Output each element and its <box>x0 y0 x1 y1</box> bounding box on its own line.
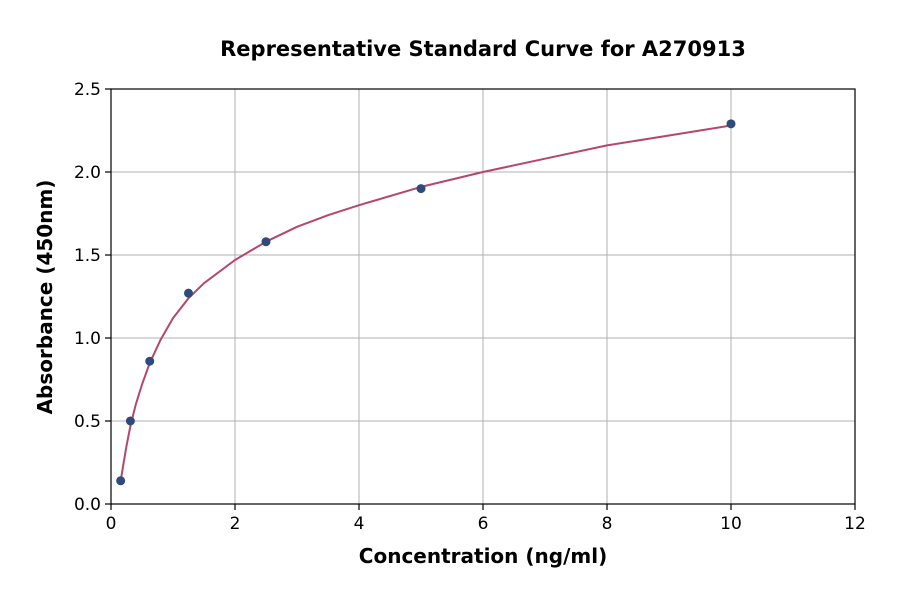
y-axis-ticks: 0.0 0.5 1.0 1.5 2.0 2.5 <box>74 80 111 515</box>
x-tick-label: 8 <box>602 514 613 534</box>
y-tick-label: 1.5 <box>74 246 101 266</box>
x-tick-label: 2 <box>230 514 241 534</box>
data-point <box>726 119 736 129</box>
data-point <box>184 288 193 298</box>
data-point <box>116 476 126 486</box>
x-tick-label: 6 <box>478 514 489 534</box>
x-tick-label: 10 <box>720 514 742 534</box>
grid-layer <box>110 88 856 505</box>
y-tick-label: 2.0 <box>74 163 101 183</box>
y-axis-label: Absorbance (450nm) <box>33 180 57 415</box>
x-axis-ticks: 0 2 4 6 8 10 12 <box>106 504 866 534</box>
data-points-layer <box>116 119 736 486</box>
x-axis-label: Concentration (ng/ml) <box>359 544 607 568</box>
y-tick-label: 1.0 <box>74 329 101 349</box>
data-point <box>261 237 271 247</box>
x-tick-label: 0 <box>106 514 117 534</box>
fit-curve <box>119 124 732 482</box>
x-tick-label: 4 <box>354 514 365 534</box>
x-tick-label: 12 <box>844 514 866 534</box>
y-tick-label: 0.5 <box>74 412 101 432</box>
y-tick-label: 0.0 <box>74 495 101 515</box>
data-point <box>416 184 426 194</box>
y-tick-label: 2.5 <box>74 80 101 100</box>
data-point <box>145 356 155 366</box>
fit-curve-layer <box>119 124 732 482</box>
chart-title: Representative Standard Curve for A27091… <box>220 37 746 61</box>
data-point <box>125 416 135 426</box>
